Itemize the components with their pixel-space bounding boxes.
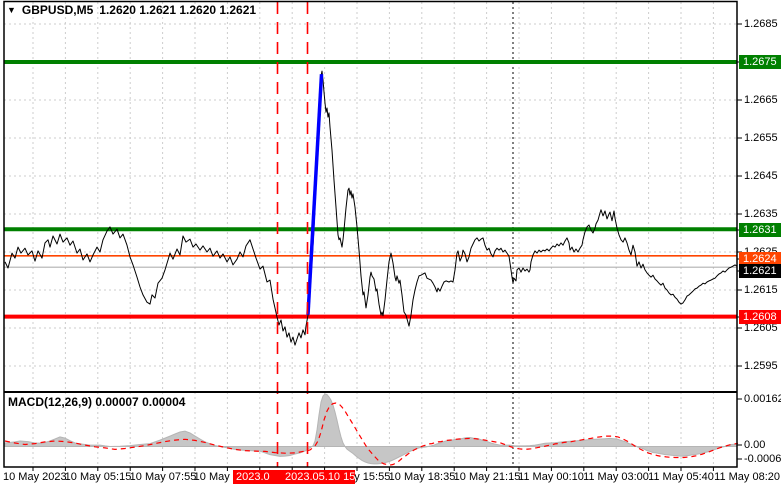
- time-axis-label[interactable]: 10 May 21:15: [453, 471, 521, 483]
- time-axis-label[interactable]: 10 May 05:15: [64, 471, 132, 483]
- price-axis-badge-green: 1.2631: [739, 223, 781, 237]
- price-axis-badge-green: 1.2675: [739, 55, 781, 69]
- chart-border: [3, 0, 738, 468]
- price-axis-badge-orange: 1.2624: [739, 252, 781, 266]
- price-axis-label: 1.2605: [744, 322, 778, 334]
- macd-signal-line: [4, 402, 739, 466]
- price-axis-label: 1.2665: [744, 94, 778, 106]
- price-axis-label: 1.2685: [744, 18, 778, 30]
- macd-axis-label: -0.00063: [744, 453, 781, 465]
- macd-axis-label: 0.00: [744, 439, 766, 451]
- grid-lines: [4, 2, 737, 467]
- trend-line: [306, 74, 324, 315]
- price-axis-label: 1.2645: [744, 170, 778, 182]
- price-axis-label: 1.2635: [744, 208, 778, 220]
- time-axis-label[interactable]: 10 May 07:55: [129, 471, 197, 483]
- time-axis-label[interactable]: 11 May 05:40: [648, 471, 714, 483]
- price-axis-badge-black: 1.2621: [739, 264, 781, 278]
- price-axis-label: 1.2615: [744, 284, 778, 296]
- time-axis-label[interactable]: 11 May 03:00: [583, 471, 649, 483]
- time-axis-label[interactable]: 10 May 2023: [3, 471, 67, 483]
- price-axis-label: 1.2655: [744, 132, 778, 144]
- macd-indicator-label: MACD(12,26,9) 0.00007 0.00004: [8, 395, 186, 409]
- price-line: [4, 70, 738, 346]
- time-axis-label[interactable]: 11 May 08:20: [714, 471, 780, 483]
- symbol-dropdown-icon[interactable]: ▼: [7, 5, 16, 15]
- ohlc-readout: 1.2620 1.2621 1.2620 1.2621: [99, 3, 257, 17]
- macd-axis-label: 0.00162: [744, 393, 781, 405]
- event-time-badge-0: 2023.0: [233, 470, 282, 484]
- price-axis-label: 1.2595: [744, 360, 778, 372]
- symbol-period-label: GBPUSD,M5: [21, 3, 94, 17]
- time-axis-label[interactable]: 10 May 18:35: [388, 471, 456, 483]
- price-axis-badge-red: 1.2608: [739, 310, 781, 324]
- chart-header: ▼ GBPUSD,M5 1.2620 1.2621 1.2620 1.2621: [7, 3, 256, 17]
- event-time-badge-1: 2023.05.10 15:15: [282, 470, 355, 484]
- time-axis-label[interactable]: 11 May 00:10: [518, 471, 584, 483]
